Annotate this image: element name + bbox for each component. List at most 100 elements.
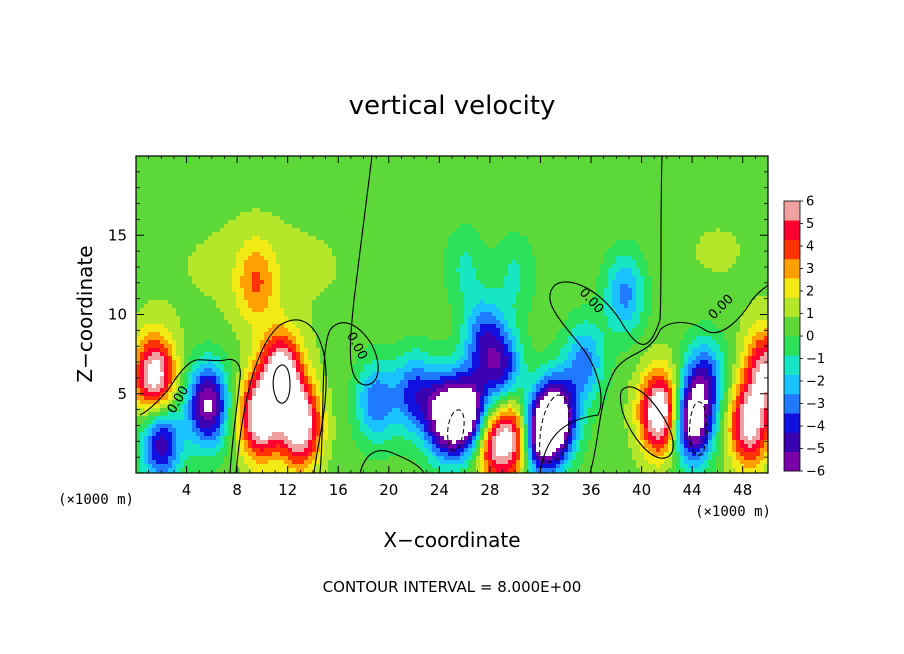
field-cell [568,184,573,189]
field-cell [452,276,457,281]
field-cell [568,224,573,229]
field-cell [600,160,605,165]
field-cell [672,232,677,237]
field-cell [596,252,601,257]
field-cell [140,172,145,177]
field-cell [408,172,413,177]
field-cell [180,176,185,181]
field-cell [628,188,633,193]
field-cell [464,188,469,193]
field-cell [540,160,545,165]
field-cell [164,280,169,285]
field-cell [588,228,593,233]
field-cell [520,176,525,181]
field-cell [588,156,593,161]
field-cell [416,228,421,233]
field-cell [736,156,741,161]
field-cell [492,216,497,221]
field-cell [484,160,489,165]
field-cell [492,224,497,229]
field-cell [256,236,261,241]
field-cell [300,204,305,209]
field-cell [148,240,153,245]
field-cell [164,252,169,257]
field-cell [180,208,185,213]
field-cell [444,248,449,253]
field-cell [236,260,241,265]
field-cell [176,168,181,173]
field-cell [420,224,425,229]
field-cell [736,236,741,241]
field-cell [212,156,217,161]
field-cell [760,260,765,265]
field-cell [212,228,217,233]
field-cell [340,168,345,173]
field-cell [756,264,761,269]
field-cell [516,236,521,241]
field-cell [536,180,541,185]
field-cell [660,256,665,261]
field-cell [704,264,709,269]
field-cell [352,184,357,189]
field-cell [356,160,361,165]
field-cell [236,272,241,277]
field-cell [368,228,373,233]
field-cell [312,188,317,193]
field-cell [512,248,517,253]
field-cell [352,176,357,181]
field-cell [708,276,713,281]
field-cell [492,184,497,189]
field-cell [216,164,221,169]
field-cell [488,196,493,201]
field-cell [524,252,529,257]
field-cell [216,192,221,197]
field-cell [512,180,517,185]
field-cell [532,204,537,209]
field-cell [488,164,493,169]
field-cell [272,164,277,169]
field-cell [312,264,317,269]
field-cell [212,188,217,193]
field-cell [604,256,609,261]
field-cell [512,264,517,269]
field-cell [468,204,473,209]
field-cell [720,200,725,205]
field-cell [604,236,609,241]
field-cell [740,248,745,253]
field-cell [716,192,721,197]
field-cell [704,176,709,181]
field-cell [680,256,685,261]
field-cell [236,228,241,233]
field-cell [548,204,553,209]
field-cell [176,172,181,177]
field-cell [244,208,249,213]
field-cell [748,276,753,281]
field-cell [420,244,425,249]
field-cell [640,208,645,213]
field-cell [728,236,733,241]
field-cell [636,252,641,257]
field-cell [184,244,189,249]
field-cell [300,276,305,281]
field-cell [660,208,665,213]
field-cell [432,212,437,217]
field-cell [160,216,165,221]
field-cell [324,216,329,221]
field-cell [508,184,513,189]
field-cell [564,156,569,161]
field-cell [580,160,585,165]
field-cell [600,172,605,177]
field-cell [248,252,253,257]
field-cell [136,256,141,261]
field-cell [456,228,461,233]
field-cell [184,236,189,241]
field-cell [324,204,329,209]
field-cell [240,208,245,213]
field-cell [588,208,593,213]
field-cell [256,272,261,277]
field-cell [192,208,197,213]
field-cell [484,256,489,261]
field-cell [312,276,317,281]
field-cell [572,156,577,161]
field-cell [216,236,221,241]
